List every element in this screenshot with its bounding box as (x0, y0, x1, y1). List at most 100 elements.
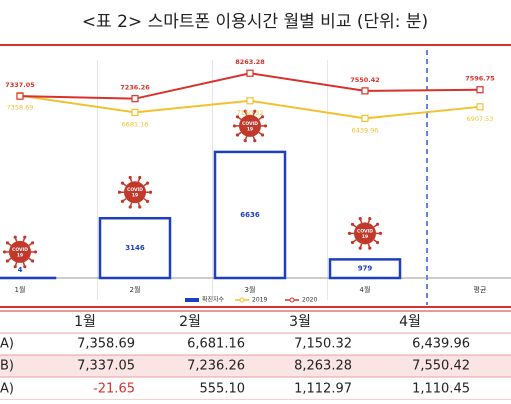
virus-spike-tip (351, 241, 354, 244)
line-marker (362, 88, 368, 94)
virus-spike-tip (348, 232, 351, 235)
line-value-label: 7358.69 (7, 104, 34, 112)
line-marker (132, 109, 138, 115)
table-cell: 1,110.45 (412, 382, 470, 397)
table-header: 4월 (399, 314, 421, 330)
table-header: 3월 (289, 314, 311, 330)
virus-spike-tip (23, 265, 26, 268)
virus-spike-tip (6, 259, 9, 262)
virus-spike-tip (138, 205, 141, 208)
line-value-label: 6681.16 (122, 120, 149, 128)
line-value-label: 7150.32 (237, 109, 264, 117)
virus-text: COVID (127, 187, 143, 193)
line-value-label: 7596.75 (465, 75, 495, 83)
legend-label: 확진자수 (202, 296, 225, 304)
virus-spike-tip (368, 217, 371, 220)
x-tick-label: 4월 (360, 285, 371, 294)
table-row-label: A) (0, 382, 14, 397)
virus-spike-tip (14, 236, 17, 239)
x-tick-label: 평균 (474, 285, 487, 294)
bar-value-label: 979 (358, 265, 373, 273)
line-marker (247, 98, 253, 104)
line-marker (132, 96, 138, 102)
virus-spike-tip (121, 182, 124, 185)
table-cell: 6,681.16 (187, 337, 245, 352)
table-header: 1월 (74, 314, 96, 330)
legend-label: 2020 (302, 297, 317, 304)
virus-spike-tip (146, 200, 149, 203)
virus-spike-tip (121, 200, 124, 203)
table-header: 2월 (179, 314, 201, 330)
virus-spike-tip (376, 241, 379, 244)
line-value-label: 7337.05 (5, 81, 35, 89)
legend-swatch (240, 298, 244, 302)
bar-value-label: 6636 (240, 211, 260, 219)
virus-spike-tip (261, 133, 264, 136)
virus-spike-tip (6, 241, 9, 244)
table-cell: 7,337.05 (77, 359, 135, 374)
table-cell: 7,550.42 (412, 359, 470, 374)
virus-spike-tip (351, 223, 354, 226)
table-row-label: B) (0, 359, 14, 374)
line-marker (362, 115, 368, 121)
line-value-label: 8263.28 (235, 58, 265, 66)
virus-spike-tip (376, 223, 379, 226)
line-marker (477, 87, 483, 93)
table-cell: 8,263.28 (294, 359, 352, 374)
bar-value-label: 3146 (125, 244, 145, 252)
virus-text: 19 (362, 234, 368, 240)
virus-spike-tip (34, 250, 37, 253)
virus-spike-tip (236, 133, 239, 136)
line (20, 73, 480, 98)
table-cell: 7,358.69 (77, 337, 135, 352)
table-cell: 1,112.97 (294, 382, 352, 397)
line-value-label: 6907.53 (467, 115, 494, 123)
virus-spike-tip (118, 191, 121, 194)
virus-spike-tip (138, 176, 141, 179)
virus-text: COVID (357, 228, 373, 234)
virus-spike-tip (31, 241, 34, 244)
virus-spike-tip (379, 232, 382, 235)
legend-swatch (290, 298, 294, 302)
table-cell: 555.10 (200, 382, 246, 397)
virus-text: 19 (17, 252, 23, 258)
line-marker (477, 104, 483, 110)
line-value-label: 7236.26 (120, 84, 150, 92)
virus-spike-tip (149, 191, 152, 194)
virus-spike-tip (368, 247, 371, 250)
table-cell: 7,236.26 (187, 359, 245, 374)
virus-spike-tip (129, 205, 132, 208)
virus-spike-tip (129, 176, 132, 179)
legend-label: 2019 (252, 297, 267, 304)
bar-value-label: 4 (18, 266, 23, 274)
virus-spike-tip (31, 259, 34, 262)
line-marker (247, 70, 253, 76)
virus-spike-tip (3, 250, 6, 253)
line-marker (17, 93, 23, 99)
virus-spike-tip (23, 236, 26, 239)
table-cell: 6,439.96 (412, 337, 470, 352)
x-tick-label: 3월 (245, 285, 256, 294)
line-value-label: 7550.42 (350, 76, 380, 84)
virus-spike-tip (253, 139, 256, 142)
table-row-label: A) (0, 337, 14, 352)
virus-text: COVID (12, 247, 28, 253)
legend-swatch (185, 298, 199, 302)
table-cell: 7,150.32 (294, 337, 352, 352)
line-value-label: 6439.96 (352, 126, 379, 134)
virus-spike-tip (233, 124, 236, 127)
virus-spike-tip (264, 124, 267, 127)
chart-title: <표 2> 스마트폰 이용시간 월별 비교 (단위: 분) (82, 12, 428, 32)
virus-spike-tip (14, 265, 17, 268)
virus-spike-tip (146, 182, 149, 185)
virus-spike-tip (359, 217, 362, 220)
virus-spike-tip (359, 247, 362, 250)
virus-spike-tip (244, 139, 247, 142)
virus-text: 19 (247, 126, 253, 132)
x-tick-label: 2월 (130, 285, 141, 294)
x-tick-label: 1월 (15, 285, 26, 294)
virus-text: 19 (132, 193, 138, 199)
virus-text: COVID (242, 121, 258, 127)
table-cell: -21.65 (93, 382, 135, 397)
